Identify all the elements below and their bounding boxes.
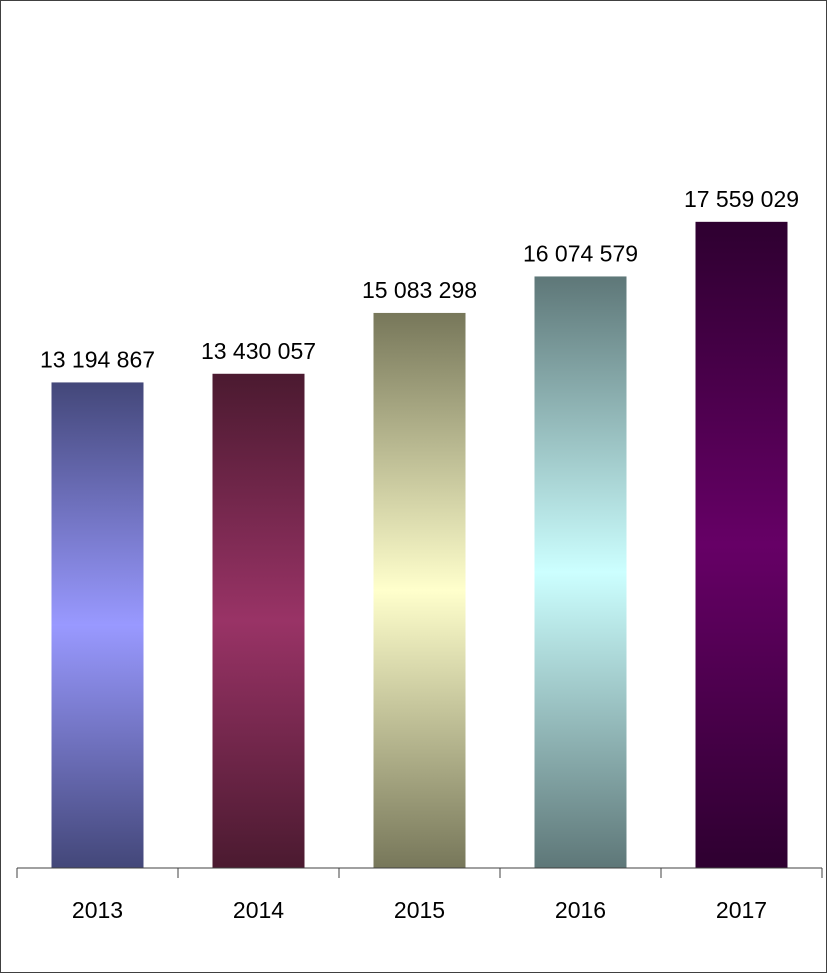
x-tick-label-2014: 2014 (233, 897, 284, 923)
bar-2016 (534, 276, 627, 868)
bar-2014 (212, 373, 305, 868)
data-label-2017: 17 559 029 (684, 186, 799, 212)
x-tick-label-2015: 2015 (394, 897, 445, 923)
bar-2013 (51, 382, 144, 868)
bar-2017 (695, 221, 788, 868)
x-tick-label-2017: 2017 (716, 897, 767, 923)
x-tick-label-2016: 2016 (555, 897, 606, 923)
x-tick-label-2013: 2013 (72, 897, 123, 923)
data-label-2013: 13 194 867 (40, 346, 155, 372)
bars-layer (51, 221, 788, 868)
data-label-2014: 13 430 057 (201, 338, 316, 364)
data-labels-layer: 13 194 867 13 430 057 15 083 298 16 074 579… (40, 186, 799, 373)
x-axis: 2013 2014 2015 2016 2017 (16, 867, 823, 923)
data-label-2016: 16 074 579 (523, 240, 638, 266)
data-label-2015: 15 083 298 (362, 277, 477, 303)
bar-2015 (373, 312, 466, 868)
